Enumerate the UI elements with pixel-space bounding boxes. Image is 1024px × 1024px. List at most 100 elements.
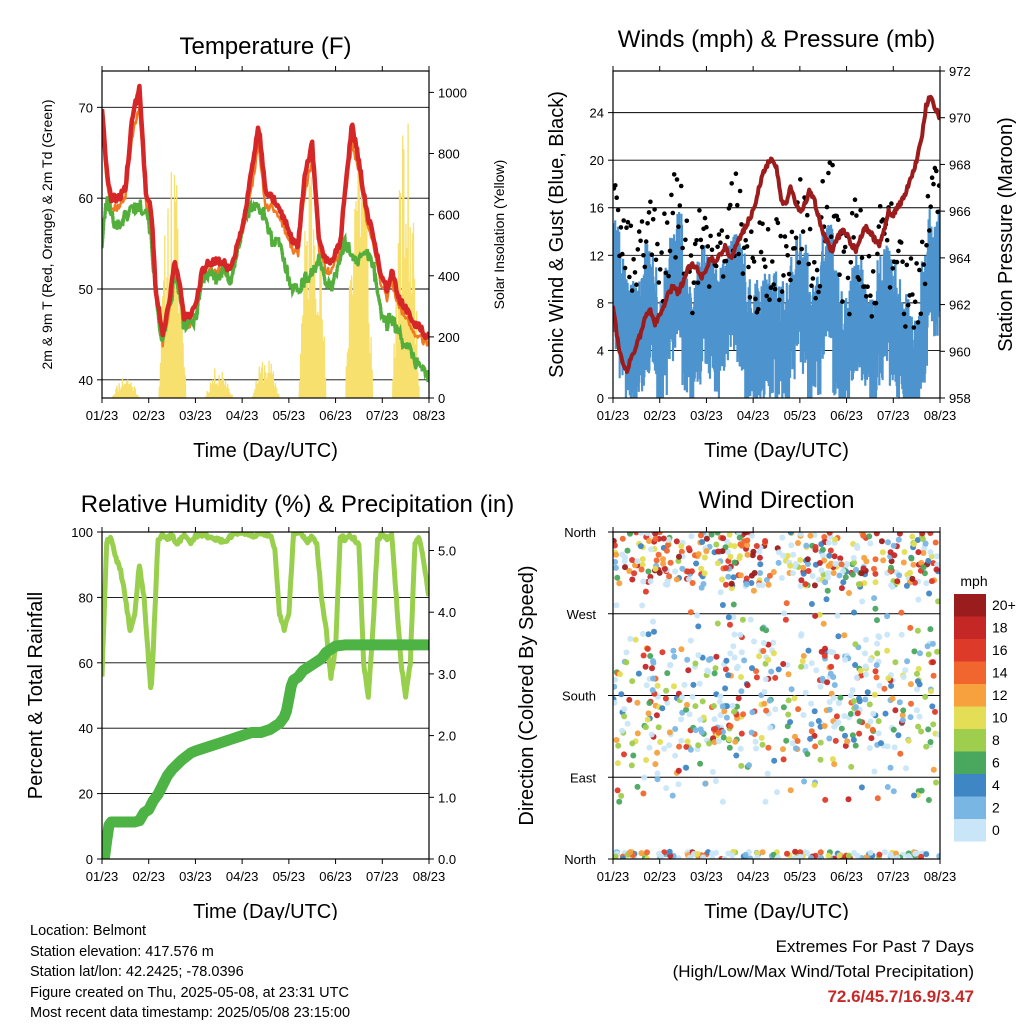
- direction-point: [694, 612, 701, 619]
- gust-point: [896, 248, 901, 254]
- direction-point: [832, 737, 839, 744]
- direction-point: [873, 532, 880, 537]
- gust-point: [849, 210, 855, 216]
- series-relative-humidity: [102, 532, 429, 700]
- direction-point: [719, 703, 726, 710]
- direction-point: [664, 670, 671, 677]
- gust-point: [740, 271, 746, 276]
- direction-point: [621, 558, 628, 565]
- direction-point: [808, 700, 815, 707]
- direction-point: [842, 574, 849, 581]
- direction-point: [849, 571, 856, 578]
- gust-point: [858, 207, 863, 213]
- gust-point: [774, 217, 779, 222]
- direction-point: [928, 688, 934, 695]
- direction-point: [619, 535, 626, 542]
- direction-point: [737, 631, 744, 638]
- gust-point: [904, 262, 910, 268]
- precip-y2tick-label: 3.0: [438, 667, 456, 682]
- direction-point: [911, 792, 917, 799]
- wind-direction-xtick-label: 06/23: [830, 869, 863, 884]
- solar-y2tick-label: 400: [438, 269, 460, 284]
- direction-point: [695, 742, 702, 749]
- gust-point: [671, 172, 677, 177]
- direction-point: [880, 557, 887, 564]
- gust-point: [655, 241, 660, 247]
- gust-point: [915, 320, 921, 325]
- direction-point: [863, 636, 869, 643]
- direction-point: [924, 643, 931, 650]
- direction-point: [629, 740, 636, 747]
- direction-point: [894, 578, 901, 585]
- direction-point: [646, 700, 653, 706]
- direction-point: [840, 579, 847, 586]
- direction-point: [907, 714, 914, 721]
- direction-point: [866, 533, 873, 540]
- direction-point: [766, 697, 773, 704]
- direction-point: [724, 703, 730, 710]
- direction-point: [737, 541, 744, 548]
- direction-point: [644, 716, 651, 723]
- direction-point: [862, 671, 869, 678]
- gust-point: [643, 239, 649, 244]
- direction-point: [915, 549, 922, 556]
- direction-point: [838, 585, 845, 592]
- direction-point: [621, 706, 628, 713]
- direction-point: [925, 726, 932, 733]
- direction-point: [873, 674, 880, 681]
- direction-point: [681, 681, 688, 688]
- direction-point: [687, 746, 694, 753]
- direction-point: [676, 553, 682, 560]
- direction-point: [647, 578, 654, 585]
- direction-point: [825, 852, 832, 859]
- direction-point: [787, 787, 794, 794]
- gust-point: [680, 245, 685, 251]
- direction-point: [618, 792, 625, 799]
- gust-point: [678, 183, 684, 189]
- solar-y2tick-label: 800: [438, 147, 460, 162]
- direction-point: [873, 662, 880, 669]
- direction-point: [826, 699, 833, 705]
- gust-point: [691, 280, 697, 286]
- wind-direction-xtick-label: 08/23: [924, 869, 957, 884]
- gust-point: [789, 229, 795, 235]
- direction-point: [635, 670, 642, 677]
- direction-point: [925, 797, 932, 803]
- direction-point: [898, 609, 905, 616]
- direction-point: [697, 716, 704, 723]
- direction-point: [731, 631, 738, 638]
- direction-point: [721, 708, 728, 715]
- solar-y2tick-label: 600: [438, 208, 460, 223]
- direction-ytick-label: West: [567, 607, 597, 622]
- direction-point: [683, 743, 690, 750]
- direction-point: [929, 640, 936, 647]
- direction-point: [884, 647, 891, 654]
- direction-point: [751, 570, 758, 576]
- direction-point: [770, 851, 777, 858]
- direction-point: [798, 663, 805, 670]
- direction-point: [836, 852, 843, 859]
- direction-point: [679, 694, 686, 701]
- direction-point: [715, 729, 722, 736]
- direction-point: [867, 657, 874, 664]
- direction-point: [761, 700, 768, 707]
- gust-point: [718, 240, 723, 245]
- direction-point: [860, 565, 867, 572]
- direction-point: [935, 598, 940, 605]
- gust-point: [676, 224, 681, 229]
- direction-point: [785, 671, 792, 678]
- direction-point: [830, 694, 837, 701]
- direction-point: [722, 666, 729, 673]
- direction-point: [720, 734, 727, 741]
- direction-point: [720, 535, 727, 542]
- direction-point: [876, 634, 883, 641]
- direction-point: [808, 854, 815, 859]
- direction-point: [652, 535, 659, 542]
- winds-ytick-label: 12: [590, 248, 604, 263]
- direction-point: [878, 740, 884, 747]
- direction-point: [672, 726, 679, 732]
- direction-point: [905, 737, 912, 744]
- direction-point: [627, 849, 633, 856]
- direction-point: [763, 707, 770, 714]
- direction-point: [845, 796, 852, 803]
